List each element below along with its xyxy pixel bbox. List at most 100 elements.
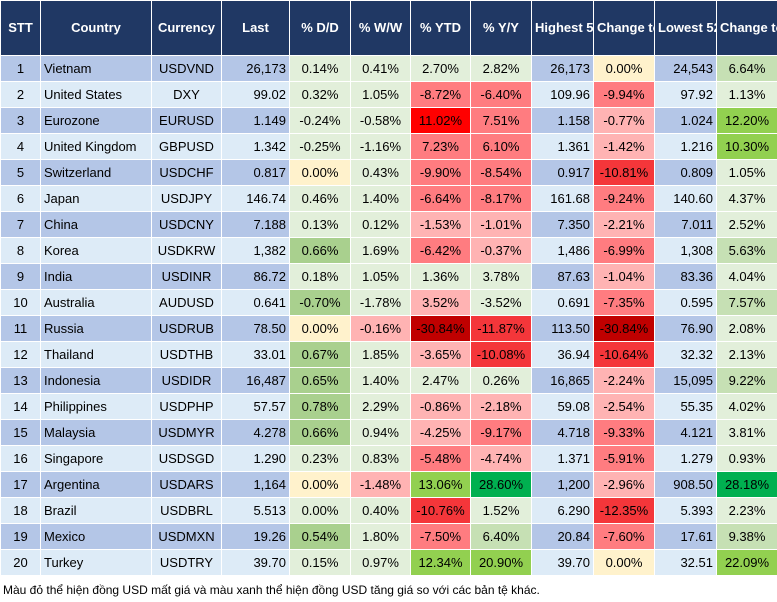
cell-change-h52w: -7.35% — [593, 289, 655, 316]
cell-pct-yy: 20.90% — [470, 549, 532, 576]
cell-country: Eurozone — [40, 107, 152, 134]
cell-change-l52w: 22.09% — [716, 549, 777, 576]
cell-highest-52w: 6.290 — [531, 497, 594, 524]
cell-country: Japan — [40, 185, 152, 212]
cell-pct-dd: -0.24% — [289, 107, 351, 134]
cell-stt: 6 — [0, 185, 41, 212]
cell-stt: 15 — [0, 419, 41, 446]
cell-pct-yy: -8.17% — [470, 185, 532, 212]
cell-last: 1.290 — [221, 445, 290, 472]
cell-pct-ytd: -30.84% — [410, 315, 471, 342]
header-lowest-52w: Lowest 52W — [654, 0, 717, 56]
cell-highest-52w: 1,200 — [531, 471, 594, 498]
cell-highest-52w: 0.917 — [531, 159, 594, 186]
cell-change-l52w: 10.30% — [716, 133, 777, 160]
cell-pct-ytd: -6.64% — [410, 185, 471, 212]
cell-change-h52w: -9.33% — [593, 419, 655, 446]
cell-change-l52w: 9.38% — [716, 523, 777, 550]
cell-lowest-52w: 1,308 — [654, 237, 717, 264]
cell-pct-ww: 1.85% — [350, 341, 411, 368]
cell-country: Mexico — [40, 523, 152, 550]
cell-pct-dd: -0.70% — [289, 289, 351, 316]
cell-change-h52w: -6.99% — [593, 237, 655, 264]
cell-highest-52w: 1,486 — [531, 237, 594, 264]
cell-currency: USDKRW — [151, 237, 222, 264]
cell-pct-ww: -0.16% — [350, 315, 411, 342]
cell-stt: 7 — [0, 211, 41, 238]
cell-pct-ww: 2.29% — [350, 393, 411, 420]
cell-pct-ytd: 13.06% — [410, 471, 471, 498]
cell-pct-yy: -11.87% — [470, 315, 532, 342]
cell-pct-ytd: -10.76% — [410, 497, 471, 524]
cell-currency: DXY — [151, 81, 222, 108]
cell-last: 1.149 — [221, 107, 290, 134]
cell-lowest-52w: 1.216 — [654, 133, 717, 160]
header-pct-yy: % Y/Y — [470, 0, 532, 56]
cell-pct-ytd: -7.50% — [410, 523, 471, 550]
cell-highest-52w: 20.84 — [531, 523, 594, 550]
cell-pct-ww: 0.12% — [350, 211, 411, 238]
cell-pct-yy: 2.82% — [470, 55, 532, 82]
cell-lowest-52w: 97.92 — [654, 81, 717, 108]
cell-country: Philippines — [40, 393, 152, 420]
cell-country: Australia — [40, 289, 152, 316]
cell-stt: 17 — [0, 471, 41, 498]
cell-stt: 14 — [0, 393, 41, 420]
cell-pct-dd: 0.23% — [289, 445, 351, 472]
cell-lowest-52w: 76.90 — [654, 315, 717, 342]
cell-pct-ytd: 12.34% — [410, 549, 471, 576]
cell-last: 0.641 — [221, 289, 290, 316]
cell-country: Turkey — [40, 549, 152, 576]
cell-currency: USDSGD — [151, 445, 222, 472]
cell-highest-52w: 16,865 — [531, 367, 594, 394]
cell-last: 99.02 — [221, 81, 290, 108]
cell-change-l52w: 3.81% — [716, 419, 777, 446]
cell-stt: 3 — [0, 107, 41, 134]
cell-currency: USDCHF — [151, 159, 222, 186]
cell-pct-yy: 6.10% — [470, 133, 532, 160]
cell-highest-52w: 4.718 — [531, 419, 594, 446]
cell-stt: 11 — [0, 315, 41, 342]
cell-pct-dd: 0.66% — [289, 237, 351, 264]
cell-last: 4.278 — [221, 419, 290, 446]
cell-change-l52w: 12.20% — [716, 107, 777, 134]
cell-change-l52w: 1.05% — [716, 159, 777, 186]
cell-lowest-52w: 55.35 — [654, 393, 717, 420]
cell-change-h52w: -2.96% — [593, 471, 655, 498]
cell-highest-52w: 1.371 — [531, 445, 594, 472]
cell-stt: 1 — [0, 55, 41, 82]
cell-lowest-52w: 4.121 — [654, 419, 717, 446]
cell-change-l52w: 2.08% — [716, 315, 777, 342]
cell-pct-ww: 0.41% — [350, 55, 411, 82]
cell-pct-dd: 0.78% — [289, 393, 351, 420]
cell-last: 26,173 — [221, 55, 290, 82]
cell-pct-yy: 3.78% — [470, 263, 532, 290]
cell-last: 1.342 — [221, 133, 290, 160]
cell-change-h52w: -12.35% — [593, 497, 655, 524]
cell-highest-52w: 1.158 — [531, 107, 594, 134]
cell-stt: 13 — [0, 367, 41, 394]
cell-pct-ww: 1.05% — [350, 81, 411, 108]
cell-change-l52w: 7.57% — [716, 289, 777, 316]
cell-pct-dd: 0.46% — [289, 185, 351, 212]
cell-change-h52w: -9.94% — [593, 81, 655, 108]
cell-last: 57.57 — [221, 393, 290, 420]
header-stt: STT — [0, 0, 41, 56]
table-row: 12 Thailand USDTHB 33.01 0.67% 1.85% -3.65% -10… — [0, 341, 777, 368]
cell-pct-dd: 0.32% — [289, 81, 351, 108]
cell-pct-ww: -0.58% — [350, 107, 411, 134]
cell-currency: USDTRY — [151, 549, 222, 576]
cell-country: Argentina — [40, 471, 152, 498]
cell-country: United Kingdom — [40, 133, 152, 160]
footnote: Màu đỏ thể hiện đồng USD mất giá và màu … — [3, 583, 540, 597]
cell-lowest-52w: 17.61 — [654, 523, 717, 550]
cell-pct-ytd: -6.42% — [410, 237, 471, 264]
cell-stt: 2 — [0, 81, 41, 108]
cell-lowest-52w: 5.393 — [654, 497, 717, 524]
cell-pct-ytd: -0.86% — [410, 393, 471, 420]
cell-pct-ww: 0.83% — [350, 445, 411, 472]
cell-highest-52w: 113.50 — [531, 315, 594, 342]
cell-pct-yy: -9.17% — [470, 419, 532, 446]
cell-change-h52w: -2.54% — [593, 393, 655, 420]
cell-lowest-52w: 24,543 — [654, 55, 717, 82]
